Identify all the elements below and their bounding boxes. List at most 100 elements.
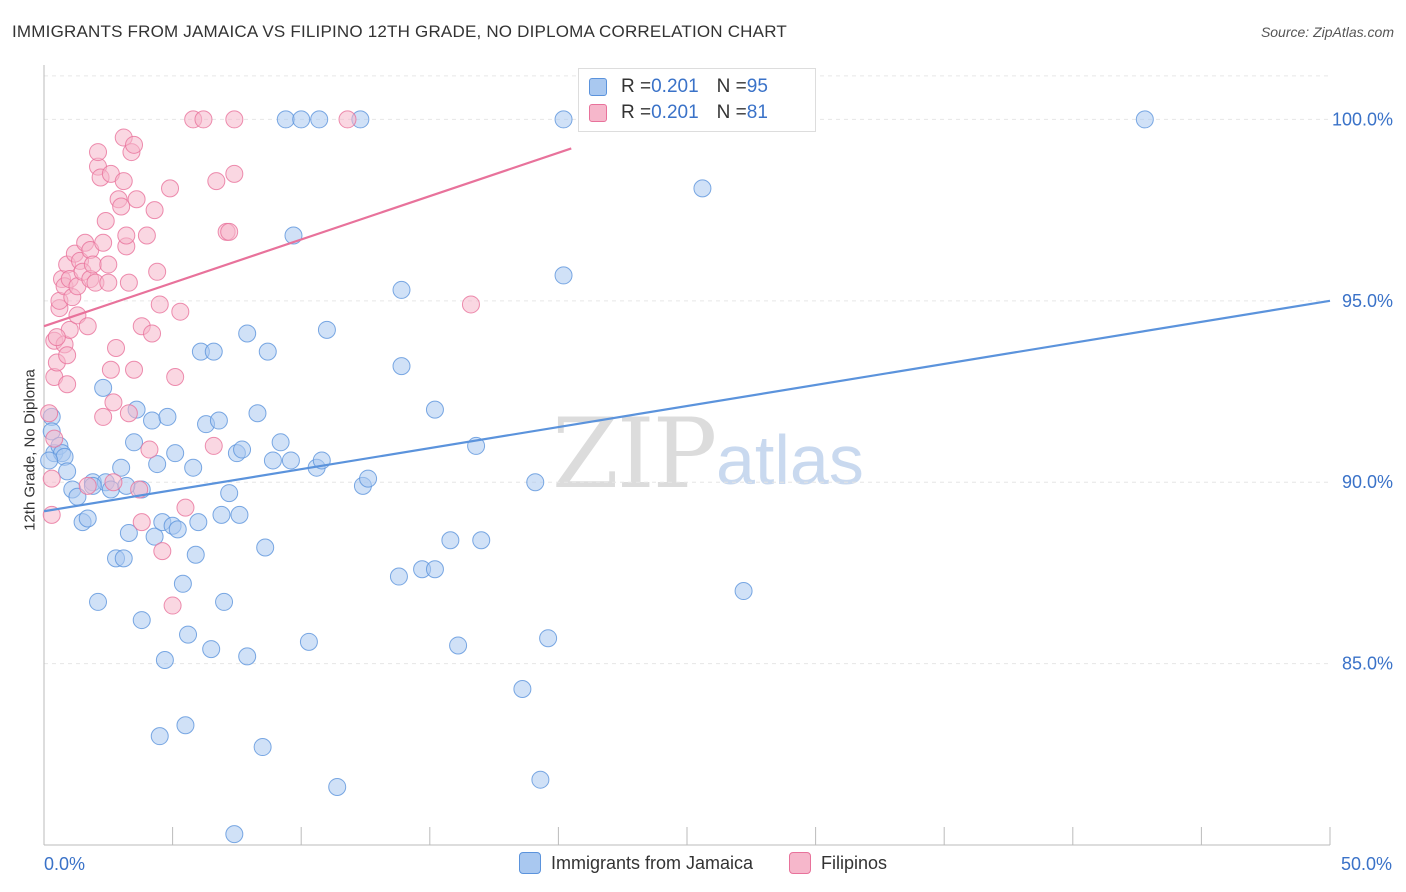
point-filipinos	[119, 404, 138, 423]
r-label: R =	[621, 102, 652, 123]
point-jamaica	[328, 777, 347, 796]
point-jamaica	[202, 640, 221, 659]
n-label: N =	[716, 102, 747, 123]
point-jamaica	[132, 611, 151, 630]
y-tick-label: 100.0%	[1332, 109, 1393, 129]
point-filipinos	[114, 172, 133, 191]
point-jamaica	[209, 411, 228, 430]
point-filipinos	[58, 375, 77, 394]
point-jamaica	[78, 509, 97, 528]
point-jamaica	[112, 458, 131, 477]
point-filipinos	[194, 110, 213, 129]
point-jamaica	[179, 625, 198, 644]
y-tick-label: 85.0%	[1342, 654, 1393, 674]
chart-title: IMMIGRANTS FROM JAMAICA VS FILIPINO 12TH…	[12, 22, 787, 41]
point-jamaica	[58, 462, 77, 481]
point-jamaica	[734, 582, 753, 601]
point-filipinos	[40, 404, 59, 423]
point-jamaica	[256, 538, 275, 557]
point-filipinos	[132, 513, 151, 532]
point-jamaica	[425, 400, 444, 419]
point-filipinos	[148, 262, 167, 281]
n-label: N =	[716, 76, 747, 97]
point-jamaica	[215, 592, 234, 611]
r-label: R =	[621, 76, 652, 97]
point-filipinos	[119, 273, 138, 292]
point-filipinos	[461, 295, 480, 314]
point-jamaica	[554, 110, 573, 129]
point-jamaica	[1135, 110, 1154, 129]
point-jamaica	[189, 513, 208, 532]
point-jamaica	[531, 770, 550, 789]
point-jamaica	[253, 738, 272, 757]
point-jamaica	[392, 357, 411, 376]
point-filipinos	[176, 498, 195, 517]
point-jamaica	[230, 505, 249, 524]
point-filipinos	[104, 393, 123, 412]
y-tick-label: 90.0%	[1342, 472, 1393, 492]
point-filipinos	[45, 429, 64, 448]
legend: Immigrants from Jamaica Filipinos	[0, 852, 1406, 874]
stats-row-filipinos: R = 0.201 N = 81	[589, 101, 768, 125]
trend-lines	[43, 147, 1331, 513]
point-jamaica	[554, 266, 573, 285]
r-value: 0.201	[651, 102, 699, 123]
point-jamaica	[392, 280, 411, 299]
y-tick-label: 95.0%	[1342, 291, 1393, 311]
point-jamaica	[310, 110, 329, 129]
point-jamaica	[94, 378, 113, 397]
point-filipinos	[78, 317, 97, 336]
point-jamaica	[238, 647, 257, 666]
point-jamaica	[693, 179, 712, 198]
legend-label-jamaica: Immigrants from Jamaica	[550, 852, 753, 873]
point-filipinos	[150, 295, 169, 314]
point-jamaica	[299, 632, 318, 651]
r-value: 0.201	[651, 76, 699, 97]
point-jamaica	[145, 527, 164, 546]
trend-line-jamaica	[43, 299, 1331, 513]
point-filipinos	[125, 135, 144, 154]
point-jamaica	[526, 473, 545, 492]
point-jamaica	[281, 451, 300, 470]
point-jamaica	[233, 440, 252, 459]
point-filipinos	[166, 368, 185, 386]
point-filipinos	[101, 360, 120, 379]
y-tick-labels: 100.0% 95.0% 90.0% 85.0%	[1332, 109, 1393, 673]
point-filipinos	[338, 110, 357, 129]
point-filipinos	[140, 440, 159, 459]
point-jamaica	[258, 342, 277, 361]
point-jamaica	[125, 433, 144, 452]
point-jamaica	[143, 411, 162, 430]
legend-item-filipinos[interactable]: Filipinos	[789, 852, 887, 874]
legend-label-filipinos: Filipinos	[821, 852, 888, 873]
point-jamaica	[263, 451, 282, 470]
point-jamaica	[425, 560, 444, 579]
x-tick-label-max: 50.0%	[1340, 854, 1392, 874]
x-tick-label-min: 0.0%	[44, 854, 86, 874]
point-filipinos	[225, 164, 244, 183]
point-filipinos	[107, 338, 126, 357]
point-jamaica	[441, 531, 460, 550]
y-axis-label: 12th Grade, No Diploma	[21, 369, 39, 531]
point-filipinos	[89, 143, 108, 162]
point-filipinos	[143, 324, 162, 343]
point-filipinos	[161, 179, 180, 198]
point-jamaica	[184, 458, 203, 477]
point-jamaica	[472, 531, 491, 550]
point-jamaica	[168, 520, 187, 539]
point-jamaica	[359, 469, 378, 488]
point-jamaica	[173, 574, 192, 593]
point-filipinos	[78, 476, 97, 495]
point-jamaica	[119, 524, 138, 542]
swatch-jamaica	[589, 78, 607, 96]
point-jamaica	[220, 484, 239, 503]
point-jamaica	[150, 727, 169, 746]
point-filipinos	[171, 302, 190, 321]
point-filipinos	[204, 436, 223, 455]
point-jamaica	[40, 451, 59, 470]
point-jamaica	[317, 320, 336, 339]
point-filipinos	[83, 255, 102, 274]
point-jamaica	[449, 636, 468, 655]
legend-item-jamaica[interactable]: Immigrants from Jamaica	[518, 852, 753, 874]
point-filipinos	[220, 222, 239, 241]
